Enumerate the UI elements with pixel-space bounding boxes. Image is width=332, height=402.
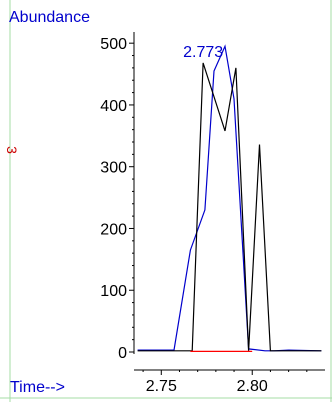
y-tick-label: 500 [100,36,127,53]
y-tick-label: 300 [100,160,127,177]
x-tick-label: 2.80 [237,378,268,395]
side-mark: 3 [4,146,20,154]
x-axis-title: Time--> [10,379,65,396]
y-tick-label: 200 [100,221,127,238]
peak-label: 2.773 [183,44,223,61]
series-line-0 [137,44,322,352]
y-tick-label: 0 [118,345,127,362]
axis-ticks: 0 100 200 300 400 500 2.75 2.80 [100,36,308,395]
series-layer [137,44,322,352]
x-tick-label: 2.75 [146,378,177,395]
series-line-1 [137,62,322,352]
y-axis-title: Abundance [9,9,90,26]
y-tick-label: 100 [100,283,127,300]
y-tick-label: 400 [100,98,127,115]
